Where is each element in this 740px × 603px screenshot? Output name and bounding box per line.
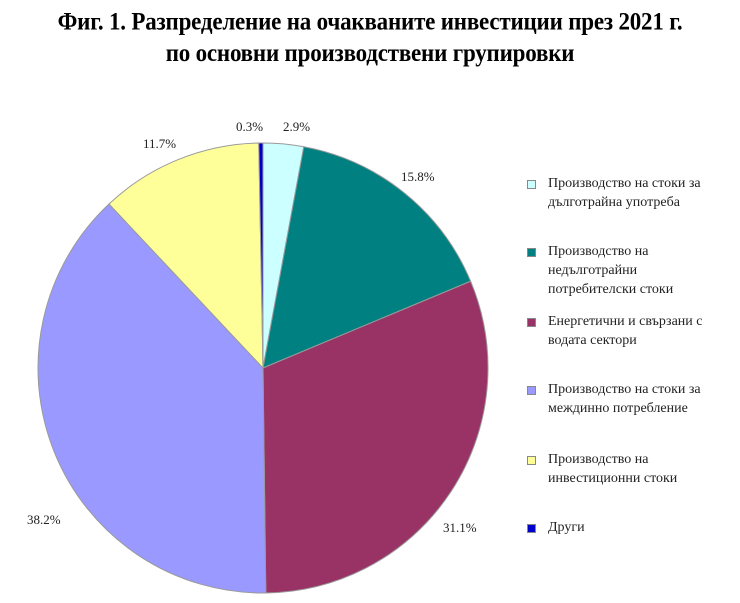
pie-slices [37, 142, 489, 594]
legend-item-other: Други [518, 518, 733, 537]
data-label-durable: 2.9% [283, 119, 311, 134]
pie-slice-intermediate [37, 203, 267, 594]
chart-title-line-2: по основни производствени групировки [165, 39, 575, 67]
data-label-energy: 31.1% [443, 520, 477, 535]
pie-slice-nondurable [262, 146, 472, 369]
legend-swatch-icon [527, 386, 536, 395]
data-label-other: 0.3% [236, 119, 264, 134]
chart-title-line-1: Фиг. 1. Разпределение на очакваните инве… [57, 7, 683, 35]
chart-title: Фиг. 1. Разпределение на очакваните инве… [0, 6, 740, 69]
legend-label: Други [548, 520, 585, 535]
legend-item-energy: Енергетични и свързани с водата сектори [518, 312, 733, 350]
legend-swatch-icon [527, 524, 536, 533]
legend-label: Производство на недълготрайни потребител… [548, 244, 674, 297]
pie-slice-energy [262, 280, 489, 594]
legend-item-intermediate: Производство на стоки за междинно потреб… [518, 380, 733, 418]
data-label-intermediate: 38.2% [27, 512, 61, 527]
data-label-investment: 11.7% [143, 136, 177, 151]
legend-label: Енергетични и свързани с водата сектори [548, 314, 703, 348]
legend-item-durable: Производство на стоки за дълготрайна упо… [518, 174, 733, 212]
legend-label: Производство на стоки за дълготрайна упо… [548, 176, 701, 210]
legend-label: Производство на стоки за междинно потреб… [548, 382, 701, 416]
legend-swatch-icon [527, 456, 536, 465]
legend-swatch-icon [527, 248, 536, 257]
pie-slice-other [258, 142, 264, 369]
legend-label: Производство на инвестиционни стоки [548, 452, 678, 486]
legend-item-investment: Производство на инвестиционни стоки [518, 450, 708, 488]
pie-slice-investment [108, 142, 264, 370]
legend-swatch-icon [527, 180, 536, 189]
legend-swatch-icon [527, 318, 536, 327]
data-label-nondurable: 15.8% [401, 169, 435, 184]
legend-item-nondurable: Производство на недълготрайни потребител… [518, 242, 698, 299]
